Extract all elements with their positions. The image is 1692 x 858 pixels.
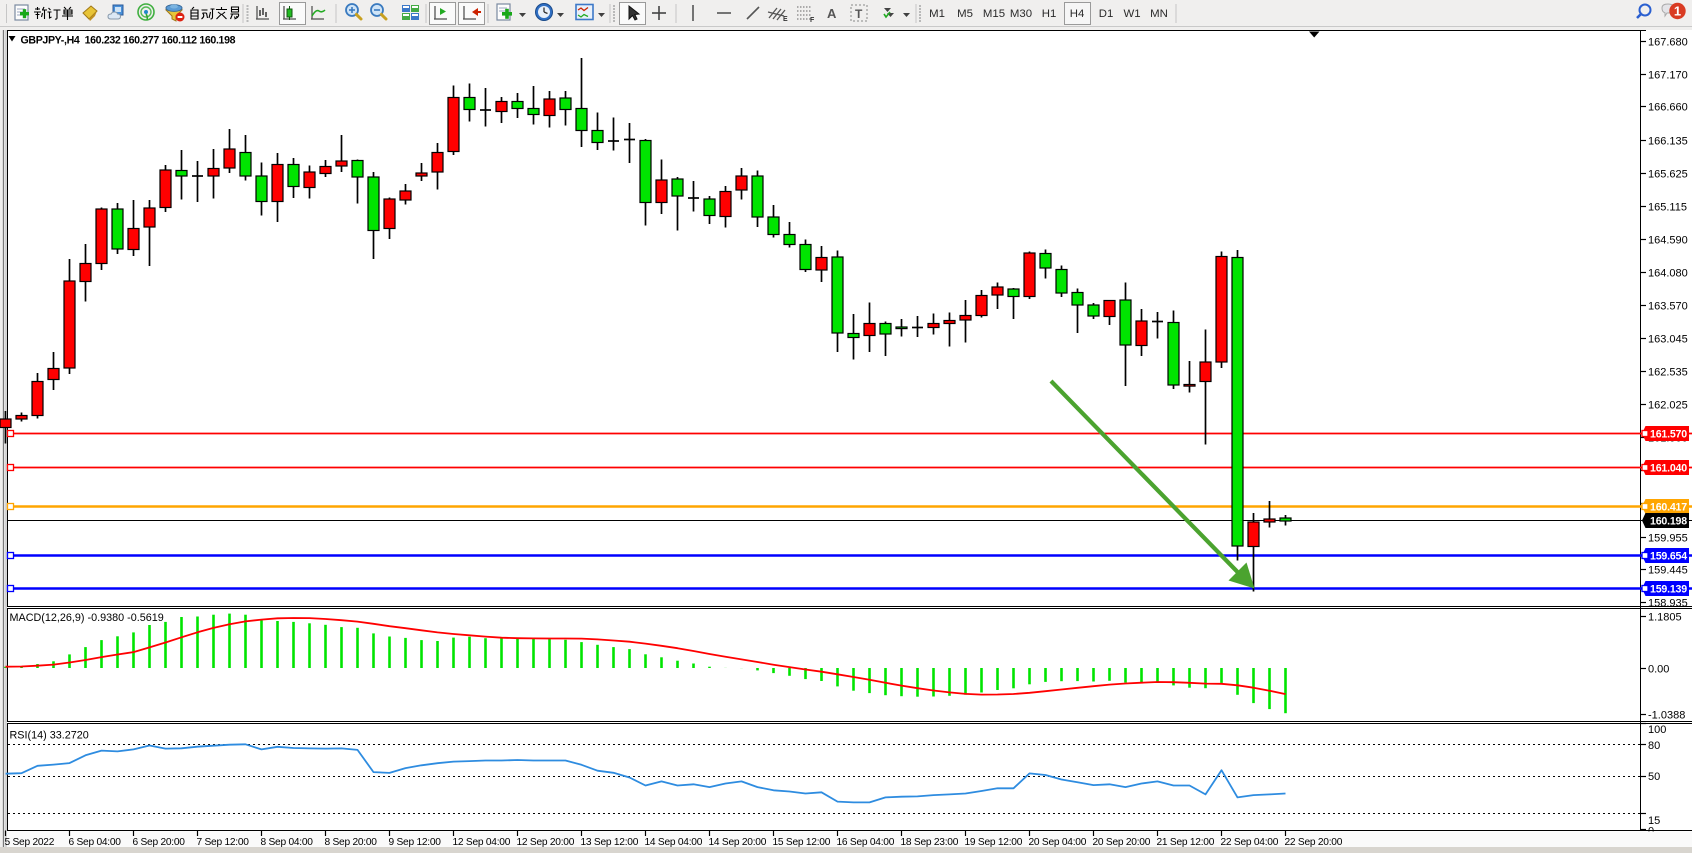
svg-text:50: 50 — [1648, 771, 1660, 783]
svg-text:161.570: 161.570 — [1650, 429, 1687, 441]
svg-text:D1: D1 — [1099, 8, 1114, 20]
svg-text:13 Sep 12:00: 13 Sep 12:00 — [581, 837, 639, 848]
svg-text:164.080: 164.080 — [1648, 268, 1688, 280]
svg-text:A: A — [827, 6, 837, 21]
svg-text:162.025: 162.025 — [1648, 400, 1688, 412]
svg-text:100: 100 — [1648, 724, 1666, 736]
svg-text:8 Sep 20:00: 8 Sep 20:00 — [325, 837, 378, 848]
svg-text:20 Sep 04:00: 20 Sep 04:00 — [1029, 837, 1087, 848]
svg-text:159.654: 159.654 — [1650, 551, 1687, 563]
svg-text:15 Sep 12:00: 15 Sep 12:00 — [773, 837, 831, 848]
svg-text:16 Sep 04:00: 16 Sep 04:00 — [837, 837, 895, 848]
svg-text:MACD(12,26,9) -0.9380 -0.5619: MACD(12,26,9) -0.9380 -0.5619 — [10, 612, 164, 624]
svg-text:21 Sep 12:00: 21 Sep 12:00 — [1157, 837, 1215, 848]
svg-text:F: F — [810, 17, 815, 24]
svg-text:H1: H1 — [1042, 8, 1057, 20]
svg-text:22 Sep 20:00: 22 Sep 20:00 — [1285, 837, 1343, 848]
svg-text:8 Sep 04:00: 8 Sep 04:00 — [261, 837, 314, 848]
svg-text:H4: H4 — [1070, 8, 1085, 20]
svg-text:6 Sep 20:00: 6 Sep 20:00 — [133, 837, 186, 848]
svg-text:167.680: 167.680 — [1648, 37, 1688, 49]
svg-text:166.660: 166.660 — [1648, 102, 1688, 114]
svg-text:162.535: 162.535 — [1648, 367, 1688, 379]
svg-text:163.045: 163.045 — [1648, 334, 1688, 346]
svg-text:22 Sep 04:00: 22 Sep 04:00 — [1221, 837, 1279, 848]
svg-text:159.139: 159.139 — [1650, 584, 1687, 596]
svg-text:14 Sep 04:00: 14 Sep 04:00 — [645, 837, 703, 848]
svg-text:12 Sep 20:00: 12 Sep 20:00 — [517, 837, 575, 848]
svg-text:165.625: 165.625 — [1648, 169, 1688, 181]
svg-text:GBPJPY-,H4 160.232 160.277 16: GBPJPY-,H4 160.232 160.277 160.112 160.1… — [21, 35, 236, 47]
svg-text:158.935: 158.935 — [1648, 598, 1688, 610]
svg-text:159.955: 159.955 — [1648, 533, 1688, 545]
svg-text:E: E — [783, 16, 788, 23]
svg-text:19 Sep 12:00: 19 Sep 12:00 — [965, 837, 1023, 848]
svg-text:0.00: 0.00 — [1648, 664, 1669, 676]
svg-text:163.570: 163.570 — [1648, 301, 1688, 313]
svg-text:20 Sep 20:00: 20 Sep 20:00 — [1093, 837, 1151, 848]
svg-text:9 Sep 12:00: 9 Sep 12:00 — [389, 837, 442, 848]
svg-text:-1.0388: -1.0388 — [1648, 710, 1685, 722]
svg-text:T: T — [855, 7, 863, 21]
svg-text:166.135: 166.135 — [1648, 136, 1688, 148]
svg-text:80: 80 — [1648, 740, 1660, 752]
svg-text:6 Sep 04:00: 6 Sep 04:00 — [69, 837, 122, 848]
svg-text:161.040: 161.040 — [1650, 463, 1687, 475]
svg-text:W1: W1 — [1123, 8, 1140, 20]
svg-text:12 Sep 04:00: 12 Sep 04:00 — [453, 837, 511, 848]
svg-text:7 Sep 12:00: 7 Sep 12:00 — [197, 837, 250, 848]
svg-text:MN: MN — [1150, 8, 1168, 20]
svg-text:M5: M5 — [957, 8, 973, 20]
svg-text:18 Sep 23:00: 18 Sep 23:00 — [901, 837, 959, 848]
svg-text:160.198: 160.198 — [1650, 516, 1687, 528]
svg-text:1.1805: 1.1805 — [1648, 612, 1682, 624]
svg-text:160.417: 160.417 — [1650, 502, 1687, 514]
svg-text:165.115: 165.115 — [1648, 202, 1687, 214]
svg-text:159.445: 159.445 — [1648, 565, 1688, 577]
svg-text:1: 1 — [1674, 4, 1681, 19]
svg-text:164.590: 164.590 — [1648, 235, 1688, 247]
svg-text:M15: M15 — [983, 8, 1005, 20]
svg-text:RSI(14) 33.2720: RSI(14) 33.2720 — [10, 730, 89, 742]
svg-text:M1: M1 — [929, 8, 945, 20]
svg-text:167.170: 167.170 — [1648, 70, 1688, 82]
svg-text:14 Sep 20:00: 14 Sep 20:00 — [709, 837, 767, 848]
svg-text:M30: M30 — [1010, 8, 1032, 20]
svg-text:5 Sep 2022: 5 Sep 2022 — [5, 837, 55, 848]
